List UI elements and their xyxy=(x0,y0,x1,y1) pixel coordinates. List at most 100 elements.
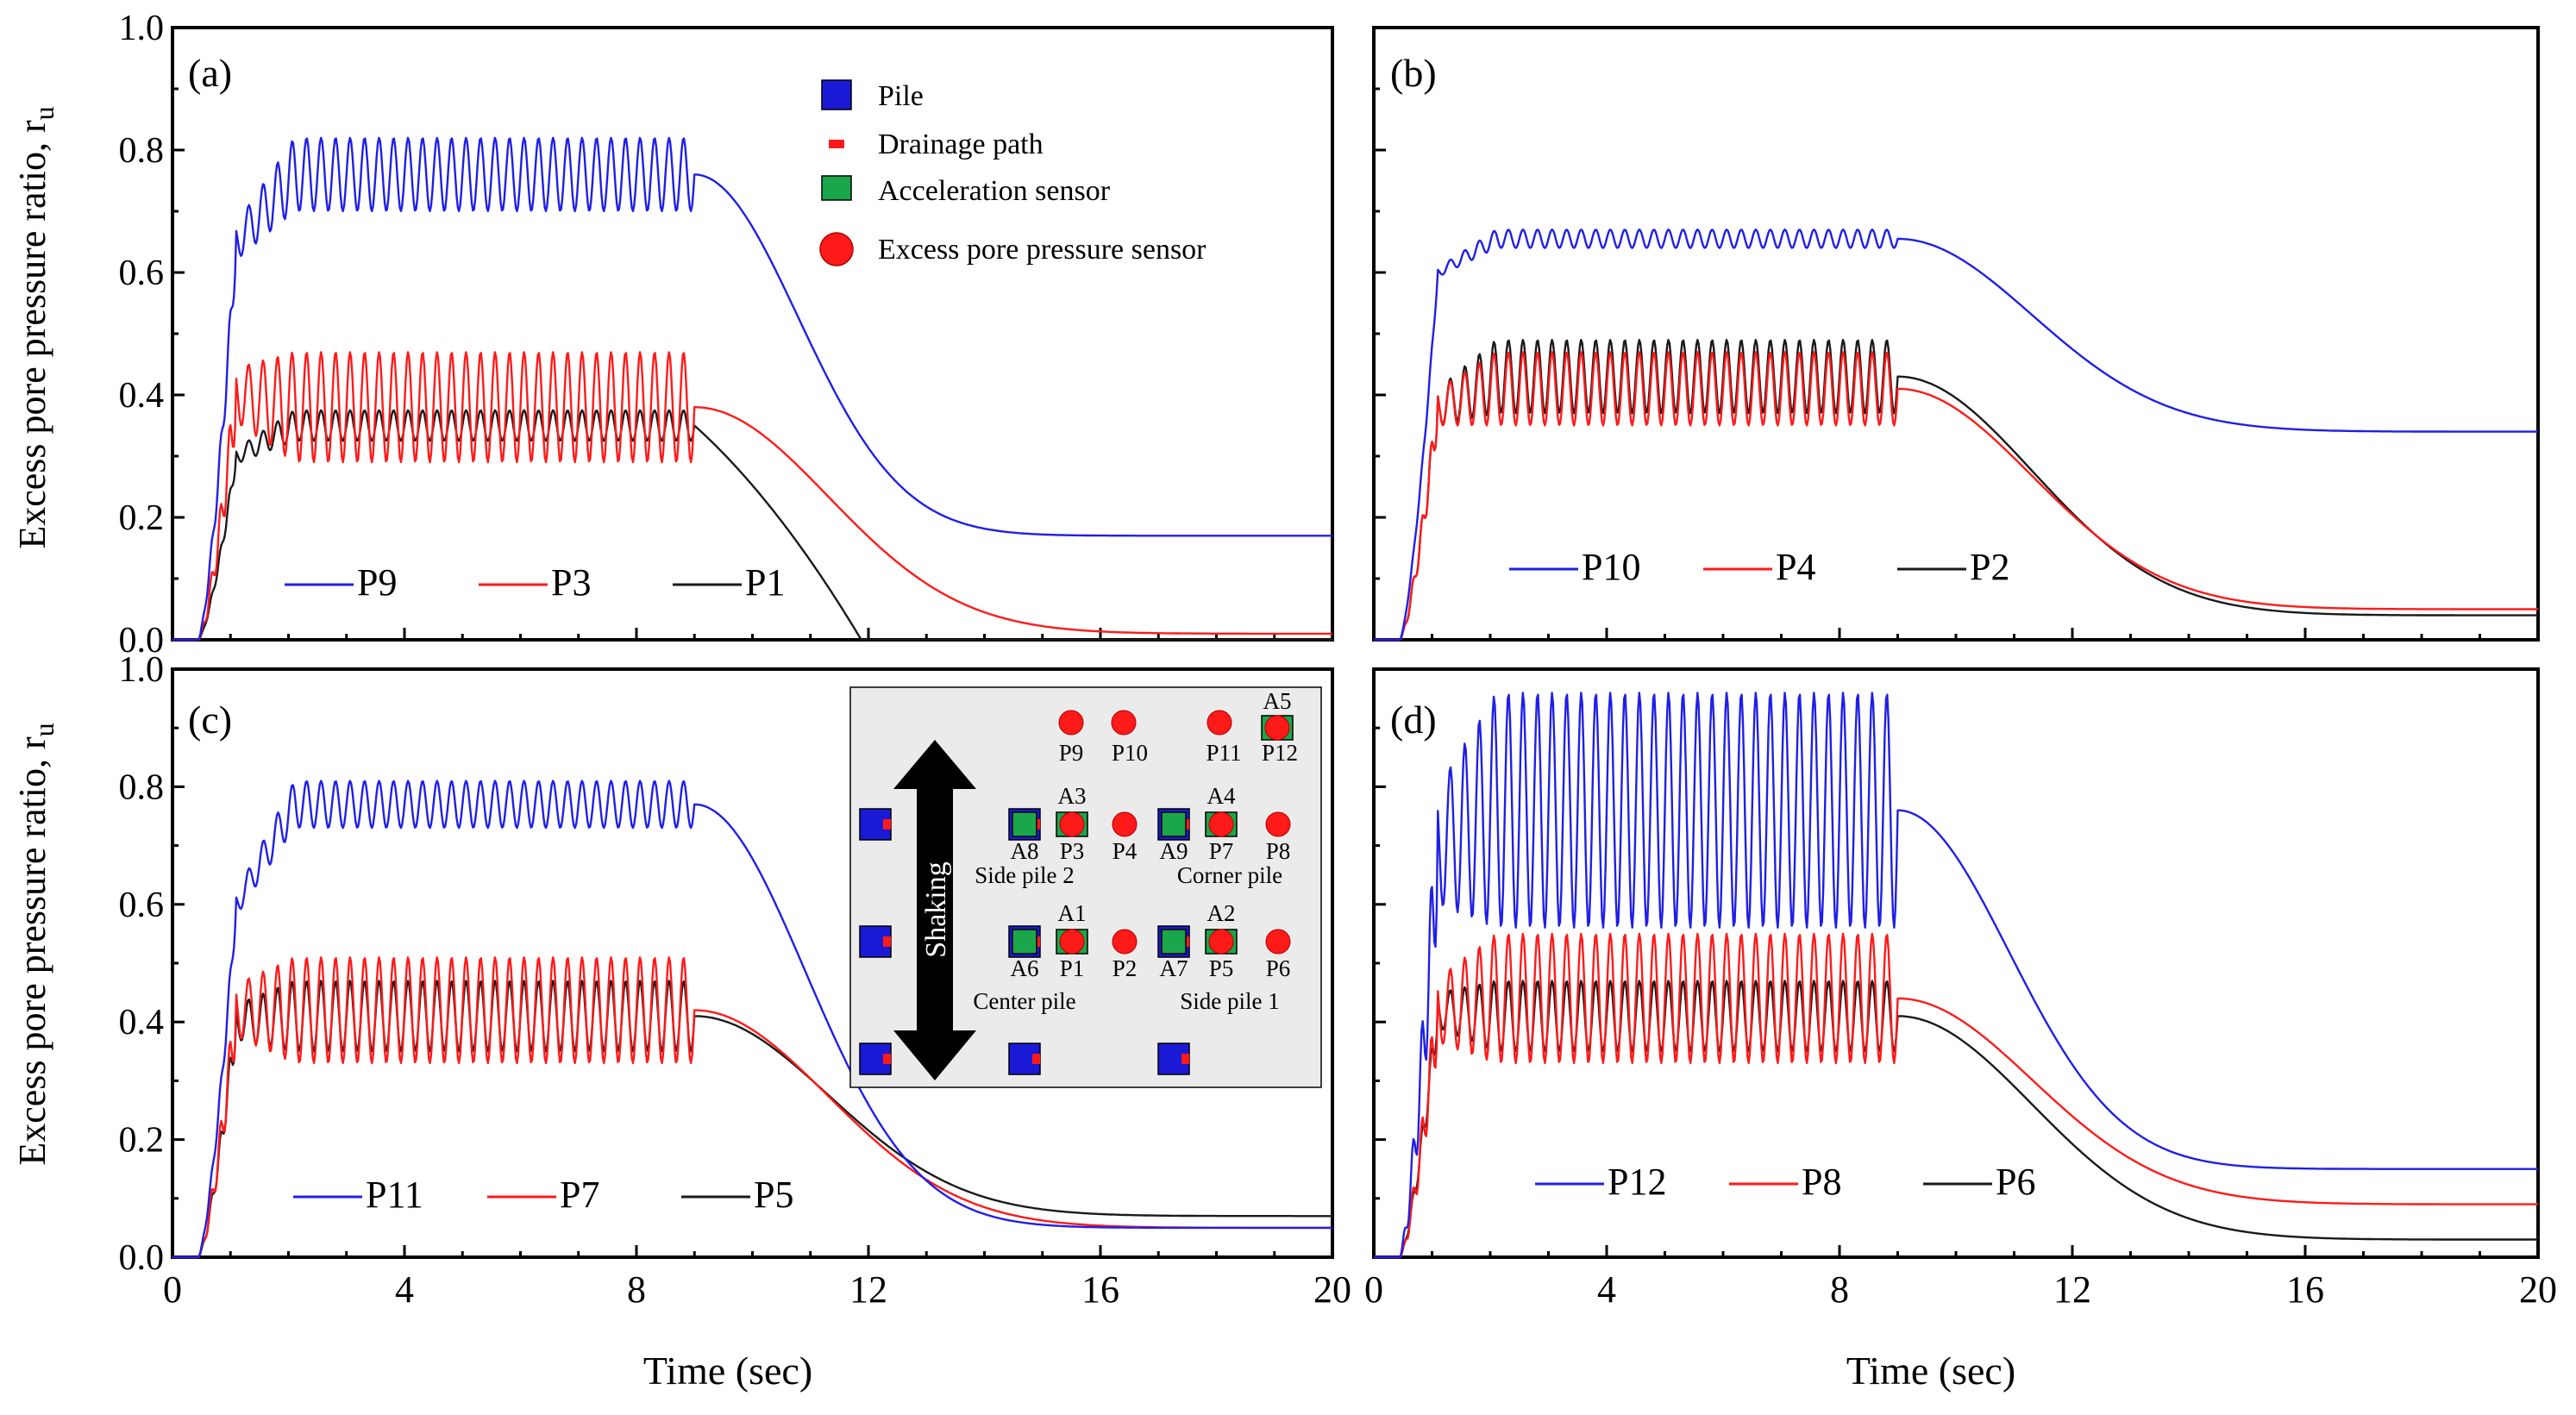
panel-b: (b) P10 P4 P2 xyxy=(1372,26,2540,642)
panel-label: (b) xyxy=(1390,51,1437,95)
drainage-symbol xyxy=(829,140,844,148)
legend-label-p1: P1 xyxy=(745,561,785,604)
svg-text:P10: P10 xyxy=(1112,740,1148,766)
panel-label: (d) xyxy=(1390,698,1437,742)
series-line-p4 xyxy=(1374,351,2538,642)
y-tick-label: 0.8 xyxy=(119,767,165,807)
svg-text:A8: A8 xyxy=(1011,838,1039,864)
pore-sensor-symbol xyxy=(819,232,854,266)
panel-d: 0 4 8 12 16 20 (d) P12 P8 P6 xyxy=(1364,667,2557,1311)
legend-label-p6: P6 xyxy=(1996,1161,2035,1203)
svg-text:Side pile 1: Side pile 1 xyxy=(1180,988,1280,1014)
plot-frame xyxy=(171,26,1334,642)
legend-label-p3: P3 xyxy=(551,561,591,604)
legend-label-p4: P4 xyxy=(1776,546,1815,588)
series-line-p1 xyxy=(172,409,1332,642)
panel-c: 0 4 8 12 16 20 0.0 0.2 0.4 0.6 0.8 1.0 (c) P11 P7 P5 xyxy=(119,650,1352,1311)
svg-text:P8: P8 xyxy=(1266,838,1291,864)
legend-label-p12: P12 xyxy=(1608,1161,1666,1203)
x-tick-label: 12 xyxy=(849,1268,887,1311)
svg-text:P6: P6 xyxy=(1266,955,1291,981)
x-tick-label: 8 xyxy=(627,1268,646,1311)
y-axis-label-bottom: Excess pore pressure ratio, ru xyxy=(11,723,60,1165)
x-tick-label: 4 xyxy=(395,1268,414,1311)
y-tick-label: 0.6 xyxy=(119,886,165,925)
legend-label-p8: P8 xyxy=(1802,1161,1841,1203)
series-line-p6 xyxy=(1374,980,2538,1259)
x-tick-label: 0 xyxy=(1364,1268,1383,1311)
svg-text:A1: A1 xyxy=(1058,900,1087,926)
svg-text:Side pile 2: Side pile 2 xyxy=(975,862,1075,888)
panel-a: 0.0 0.2 0.4 0.6 0.8 1.0 (a) P9 P3 P1 xyxy=(119,9,1334,661)
panel-label: (c) xyxy=(188,698,232,742)
y-tick-label: 0.4 xyxy=(119,1003,165,1042)
svg-text:P4: P4 xyxy=(1113,838,1138,864)
svg-text:P5: P5 xyxy=(1209,955,1234,981)
shaking-arrow: Shaking xyxy=(893,740,976,1080)
x-tick-label: 4 xyxy=(1597,1268,1616,1311)
pore-sensors xyxy=(1058,710,1291,955)
series-line-p12 xyxy=(1374,692,2538,1259)
svg-text:P9: P9 xyxy=(1059,740,1084,766)
svg-text:P11: P11 xyxy=(1206,740,1241,766)
accel-symbol xyxy=(821,175,852,201)
y-tick-label: 1.0 xyxy=(119,650,165,690)
svg-text:A2: A2 xyxy=(1207,900,1236,926)
svg-text:P2: P2 xyxy=(1113,955,1138,981)
series-line-p10 xyxy=(1374,229,2538,642)
x-tick-label: 8 xyxy=(1830,1268,1849,1311)
y-tick-label: 0.2 xyxy=(119,1121,165,1161)
accel-boxes xyxy=(1012,715,1294,955)
series-line-p5 xyxy=(172,980,1332,1259)
y-tick-label: 1.0 xyxy=(119,9,165,48)
legend-label-p11: P11 xyxy=(366,1174,423,1216)
legend-label-p7: P7 xyxy=(560,1174,599,1216)
x-tick-label: 16 xyxy=(2286,1268,2324,1311)
legend-label-p2: P2 xyxy=(1970,546,2009,588)
shaking-label: Shaking xyxy=(920,861,952,957)
y-axis-label-top: Excess pore pressure ratio, ru xyxy=(11,106,60,548)
pile-symbol xyxy=(821,79,852,110)
series-line-p3 xyxy=(172,351,1332,642)
svg-text:A9: A9 xyxy=(1160,838,1188,864)
svg-text:P3: P3 xyxy=(1060,838,1085,864)
svg-text:Corner pile: Corner pile xyxy=(1177,862,1282,888)
inset-labels: P9 P10 P11 P12 A5 A3 A4 A8 P3 P4 A9 P7 P… xyxy=(973,688,1298,1014)
y-tick-label: 0.0 xyxy=(119,1238,165,1278)
svg-text:A6: A6 xyxy=(1011,955,1039,981)
series-line-p8 xyxy=(1374,932,2538,1259)
svg-text:A5: A5 xyxy=(1263,688,1292,714)
plot-frame xyxy=(1372,26,2540,642)
legend-pile-label: Pile xyxy=(878,80,924,112)
x-tick-label: 0 xyxy=(163,1268,182,1311)
legend-label-p5: P5 xyxy=(754,1174,793,1216)
svg-text:P12: P12 xyxy=(1262,740,1298,766)
x-axis-label-left: Time (sec) xyxy=(643,1349,812,1393)
x-tick-label: 20 xyxy=(1313,1268,1351,1311)
y-tick-label: 0.8 xyxy=(119,131,165,171)
legend-label-p10: P10 xyxy=(1582,546,1640,588)
series-line-p2 xyxy=(1374,339,2538,642)
x-tick-label: 16 xyxy=(1081,1268,1119,1311)
series-line-p9 xyxy=(172,136,1332,642)
legend-drainage-label: Drainage path xyxy=(878,128,1044,160)
y-tick-label: 0.2 xyxy=(119,498,165,538)
symbol-legend: Pile Drainage path Acceleration sensor E… xyxy=(819,79,1207,266)
x-tick-label: 12 xyxy=(2053,1268,2091,1311)
svg-text:A7: A7 xyxy=(1160,955,1188,981)
panel-label: (a) xyxy=(188,51,232,95)
svg-text:A4: A4 xyxy=(1207,783,1236,809)
legend-label-p9: P9 xyxy=(357,561,397,604)
legend-accel-label: Acceleration sensor xyxy=(878,175,1111,207)
y-tick-label: 0.0 xyxy=(119,621,165,661)
x-axis-label-right: Time (sec) xyxy=(1846,1349,2015,1393)
x-tick-label: 20 xyxy=(2519,1268,2557,1311)
legend-pore-label: Excess pore pressure sensor xyxy=(878,234,1207,266)
sensor-layout-inset: Shaking xyxy=(849,686,1322,1088)
series-line-p11 xyxy=(172,780,1332,1259)
svg-text:Center pile: Center pile xyxy=(973,988,1075,1014)
y-tick-label: 0.6 xyxy=(119,254,165,293)
y-tick-label: 0.4 xyxy=(119,376,165,416)
svg-text:P1: P1 xyxy=(1060,955,1085,981)
